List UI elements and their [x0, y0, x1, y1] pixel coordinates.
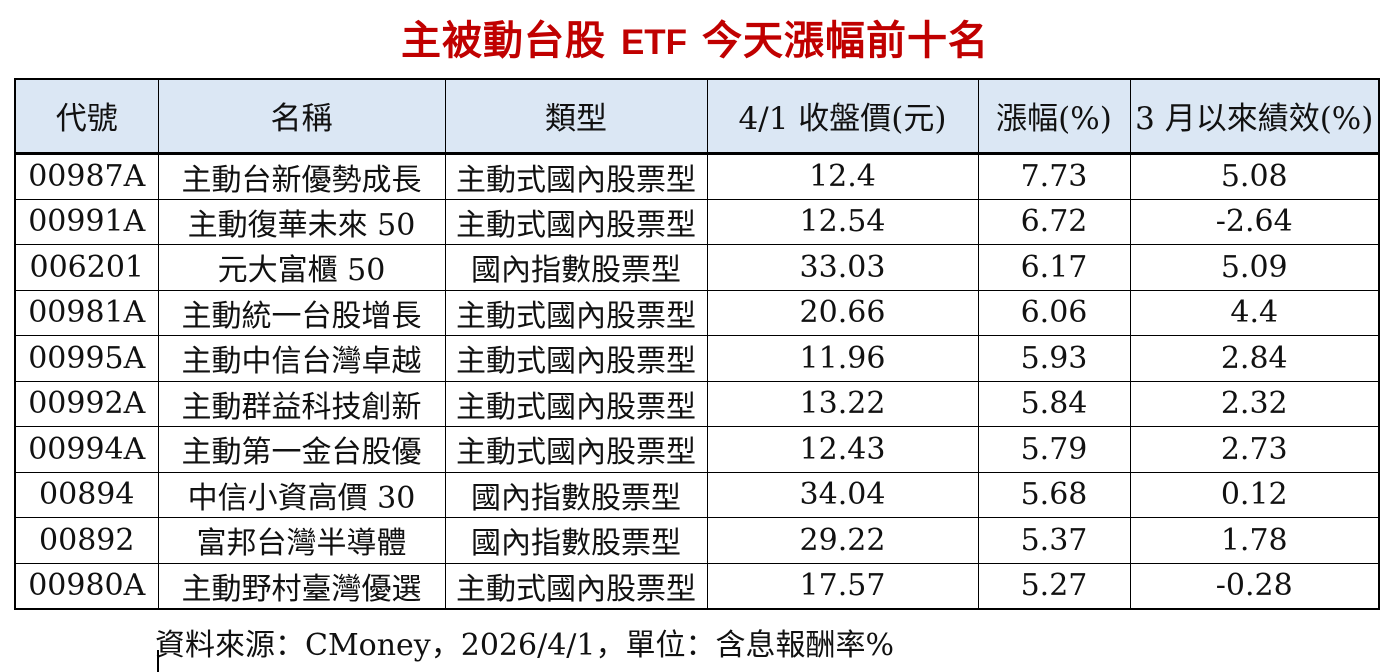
page-title-etf: ETF — [620, 23, 688, 62]
cell-type: 主動式國內股票型 — [444, 152, 708, 200]
cell-name: 主動復華未來 50 — [157, 198, 446, 245]
cell-change-pct: 7.73 — [977, 152, 1131, 200]
column-header-name: 名稱 — [157, 78, 446, 155]
cell-performance: 2.32 — [1129, 380, 1380, 427]
table-row: 00981A 主動統一台股增長 主動式國內股票型 20.66 6.06 4.4 — [14, 289, 1380, 336]
cell-close-price: 12.43 — [706, 426, 979, 473]
source-note: 資料來源：CMoney，2026/4/1，單位：含息報酬率% — [155, 628, 894, 663]
cell-change-pct: 5.68 — [977, 471, 1131, 518]
table-row: 00994A 主動第一金台股優 主動式國內股票型 12.43 5.79 2.73 — [14, 426, 1380, 473]
cell-close-price: 12.54 — [706, 198, 979, 245]
etf-gainers-table: 代號 名稱 類型 4/1 收盤價(元) 漲幅(%) 3 月以來績效(%) 009… — [14, 78, 1380, 610]
cell-performance: 5.09 — [1129, 244, 1380, 291]
cell-performance: 4.4 — [1129, 289, 1380, 336]
cell-name: 中信小資高價 30 — [157, 471, 446, 518]
cell-change-pct: 5.79 — [977, 426, 1131, 473]
table-row: 00995A 主動中信台灣卓越 主動式國內股票型 11.96 5.93 2.84 — [14, 335, 1380, 382]
cell-name: 主動統一台股增長 — [157, 289, 446, 336]
cell-name: 元大富櫃 50 — [157, 244, 446, 291]
cell-change-pct: 5.37 — [977, 517, 1131, 564]
cell-code: 00892 — [14, 517, 159, 564]
table-row: 00894 中信小資高價 30 國內指數股票型 34.04 5.68 0.12 — [14, 471, 1380, 518]
column-header-close-price: 4/1 收盤價(元) — [706, 78, 979, 155]
cell-change-pct: 6.06 — [977, 289, 1131, 336]
cell-code: 00994A — [14, 426, 159, 473]
column-header-change-pct: 漲幅(%) — [977, 78, 1131, 155]
cell-performance: 1.78 — [1129, 517, 1380, 564]
cell-change-pct: 5.27 — [977, 562, 1131, 609]
table-row: 00892 富邦台灣半導體 國內指數股票型 29.22 5.37 1.78 — [14, 517, 1380, 564]
cell-type: 國內指數股票型 — [444, 244, 708, 291]
table-row: 00987A 主動台新優勢成長 主動式國內股票型 12.4 7.73 5.08 — [14, 152, 1380, 200]
cell-code: 00980A — [14, 562, 159, 609]
cell-performance: -2.64 — [1129, 198, 1380, 245]
cell-close-price: 17.57 — [706, 562, 979, 609]
cell-close-price: 20.66 — [706, 289, 979, 336]
cell-name: 主動群益科技創新 — [157, 380, 446, 427]
cell-change-pct: 6.17 — [977, 244, 1131, 291]
table-row: 006201 元大富櫃 50 國內指數股票型 33.03 6.17 5.09 — [14, 244, 1380, 291]
column-header-performance: 3 月以來績效(%) — [1129, 78, 1380, 155]
cell-type: 主動式國內股票型 — [444, 198, 708, 245]
table-header-row: 代號 名稱 類型 4/1 收盤價(元) 漲幅(%) 3 月以來績效(%) — [14, 78, 1380, 155]
column-header-type: 類型 — [444, 78, 708, 155]
cell-close-price: 29.22 — [706, 517, 979, 564]
cell-type: 主動式國內股票型 — [444, 380, 708, 427]
cell-performance: -0.28 — [1129, 562, 1380, 609]
cell-code: 00992A — [14, 380, 159, 427]
cell-close-price: 34.04 — [706, 471, 979, 518]
column-header-code: 代號 — [14, 78, 159, 155]
cell-performance: 0.12 — [1129, 471, 1380, 518]
table-row: 00992A 主動群益科技創新 主動式國內股票型 13.22 5.84 2.32 — [14, 380, 1380, 427]
cell-code: 00894 — [14, 471, 159, 518]
text-cursor — [157, 650, 159, 672]
cell-type: 主動式國內股票型 — [444, 426, 708, 473]
cell-change-pct: 6.72 — [977, 198, 1131, 245]
cell-code: 00981A — [14, 289, 159, 336]
cell-type: 主動式國內股票型 — [444, 289, 708, 336]
cell-code: 00995A — [14, 335, 159, 382]
cell-code: 00991A — [14, 198, 159, 245]
cell-change-pct: 5.93 — [977, 335, 1131, 382]
cell-performance: 2.84 — [1129, 335, 1380, 382]
cell-type: 主動式國內股票型 — [444, 335, 708, 382]
cell-type: 主動式國內股票型 — [444, 562, 708, 609]
cell-name: 主動中信台灣卓越 — [157, 335, 446, 382]
cell-code: 006201 — [14, 244, 159, 291]
page-title-prefix: 主被動台股 — [401, 17, 621, 64]
cell-name: 富邦台灣半導體 — [157, 517, 446, 564]
cell-performance: 5.08 — [1129, 152, 1380, 200]
cell-close-price: 33.03 — [706, 244, 979, 291]
table-body: 00987A 主動台新優勢成長 主動式國內股票型 12.4 7.73 5.08 … — [14, 152, 1380, 609]
cell-name: 主動第一金台股優 — [157, 426, 446, 473]
cell-change-pct: 5.84 — [977, 380, 1131, 427]
cell-close-price: 13.22 — [706, 380, 979, 427]
cell-close-price: 12.4 — [706, 152, 979, 200]
cell-performance: 2.73 — [1129, 426, 1380, 473]
cell-close-price: 11.96 — [706, 335, 979, 382]
cell-type: 國內指數股票型 — [444, 471, 708, 518]
table-row: 00991A 主動復華未來 50 主動式國內股票型 12.54 6.72 -2.… — [14, 198, 1380, 245]
cell-code: 00987A — [14, 152, 159, 200]
page-title-suffix: 今天漲幅前十名 — [687, 17, 989, 64]
page-title: 主被動台股 ETF 今天漲幅前十名 — [0, 8, 1390, 66]
cell-name: 主動野村臺灣優選 — [157, 562, 446, 609]
table-row: 00980A 主動野村臺灣優選 主動式國內股票型 17.57 5.27 -0.2… — [14, 562, 1380, 609]
cell-name: 主動台新優勢成長 — [157, 152, 446, 200]
cell-type: 國內指數股票型 — [444, 517, 708, 564]
